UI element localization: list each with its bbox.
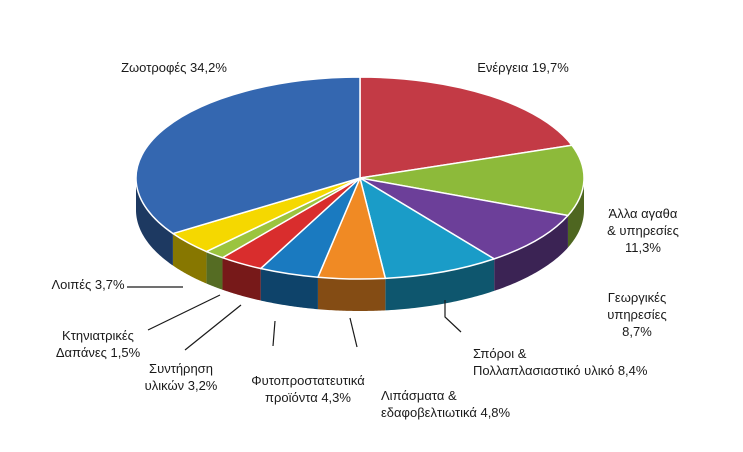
slice-label-line: & υπηρεσίες	[607, 223, 679, 238]
pie-tops	[135, 76, 585, 280]
slice-label-line: Φυτοπροστατευτικά	[251, 373, 365, 388]
slice-label-line: Ενέργεια 19,7%	[477, 60, 569, 75]
pie-side-συντήρηση-υλικών	[222, 257, 261, 301]
leader-line-σπόροι-πολλαπλασιαστικό-υλικό	[444, 300, 462, 333]
slice-label-line: Πολλαπλασιαστικό υλικό 8,4%	[473, 363, 648, 378]
leader-line-κτηνιατρικές-δαπάνες	[147, 294, 221, 331]
slice-label-κτηνιατρικές-δαπάνες: Κτηνιατρικές Δαπάνες 1,5%	[56, 328, 141, 360]
pie-slice-ζωοτροφές	[135, 76, 361, 235]
slice-label-line: Γεωργικές	[608, 290, 666, 305]
pie-side-φυτοπροστατευτικά-προϊόντα	[260, 268, 318, 310]
pie-side-ζωοτροφές	[136, 178, 173, 266]
pie-slice-άλλα-αγαθα-υπηρεσίες	[359, 144, 585, 217]
slice-label-ζωοτροφές: Ζωοτροφές 34,2%	[121, 60, 227, 75]
slice-label-line: Δαπάνες 1,5%	[56, 345, 141, 360]
slice-label-line: Συντήρηση	[149, 361, 213, 376]
slice-label-line: Λιπάσματα &	[381, 388, 457, 403]
leader-line-φυτοπροστατευτικά-προϊόντα	[272, 320, 276, 347]
slice-label-λοιπές: Λοιπές 3,7%	[51, 277, 125, 292]
slice-label-line: Λοιπές 3,7%	[51, 277, 125, 292]
slice-label-line: 8,7%	[622, 324, 652, 339]
pie-side-κτηνιατρικές-δαπάνες	[206, 251, 223, 290]
slice-label-γεωργικές-υπηρεσίες: Γεωργικές υπηρεσίες 8,7%	[607, 290, 666, 339]
slice-label-line: Ζωοτροφές 34,2%	[121, 60, 227, 75]
pie-slice-σπόροι-πολλαπλασιαστικό-υλικό	[359, 177, 495, 280]
pie-labels: Ενέργεια 19,7% Άλλα αγαθα & υπηρεσίες 11,3%…	[51, 60, 678, 420]
slice-label-ενέργεια: Ενέργεια 19,7%	[477, 60, 569, 75]
slice-label-line: προϊόντα 4,3%	[265, 390, 351, 405]
pie-slice-γεωργικές-υπηρεσίες	[359, 177, 569, 260]
pie-side-λοιπές	[172, 233, 207, 284]
pie-side-άλλα-αγαθα-υπηρεσίες	[567, 178, 584, 248]
slice-label-line: εδαφοβελτιωτικά 4,8%	[381, 405, 511, 420]
slice-label-line: Σπόροι &	[473, 346, 527, 361]
pie-side-λιπάσματα-εδαφοβελτιωτικά	[317, 277, 386, 311]
slice-label-άλλα-αγαθα-υπηρεσίες: Άλλα αγαθα & υπηρεσίες 11,3%	[607, 206, 679, 255]
leader-line-λιπάσματα-εδαφοβελτιωτικά	[349, 317, 358, 348]
leader-line-συντήρηση-υλικών	[184, 304, 242, 351]
pie-sides	[136, 178, 584, 311]
slice-label-σπόροι-πολλαπλασιαστικό-υλικό: Σπόροι & Πολλαπλασιαστικό υλικό 8,4%	[473, 346, 648, 378]
pie-side-γεωργικές-υπηρεσίες	[494, 215, 568, 291]
slice-label-λιπάσματα-εδαφοβελτιωτικά: Λιπάσματα & εδαφοβελτιωτικά 4,8%	[381, 388, 511, 420]
slice-label-φυτοπροστατευτικά-προϊόντα: Φυτοπροστατευτικά προϊόντα 4,3%	[251, 373, 365, 405]
slice-label-line: Κτηνιατρικές	[62, 328, 134, 343]
slice-label-συντήρηση-υλικών: Συντήρηση υλικών 3,2%	[145, 361, 218, 393]
slice-label-line: 11,3%	[625, 240, 661, 255]
slice-label-line: Άλλα αγαθα	[609, 206, 678, 221]
slice-label-line: υπηρεσίες	[607, 307, 666, 322]
slice-label-line: υλικών 3,2%	[145, 378, 218, 393]
pie-side-σπόροι-πολλαπλασιαστικό-υλικό	[385, 258, 495, 311]
